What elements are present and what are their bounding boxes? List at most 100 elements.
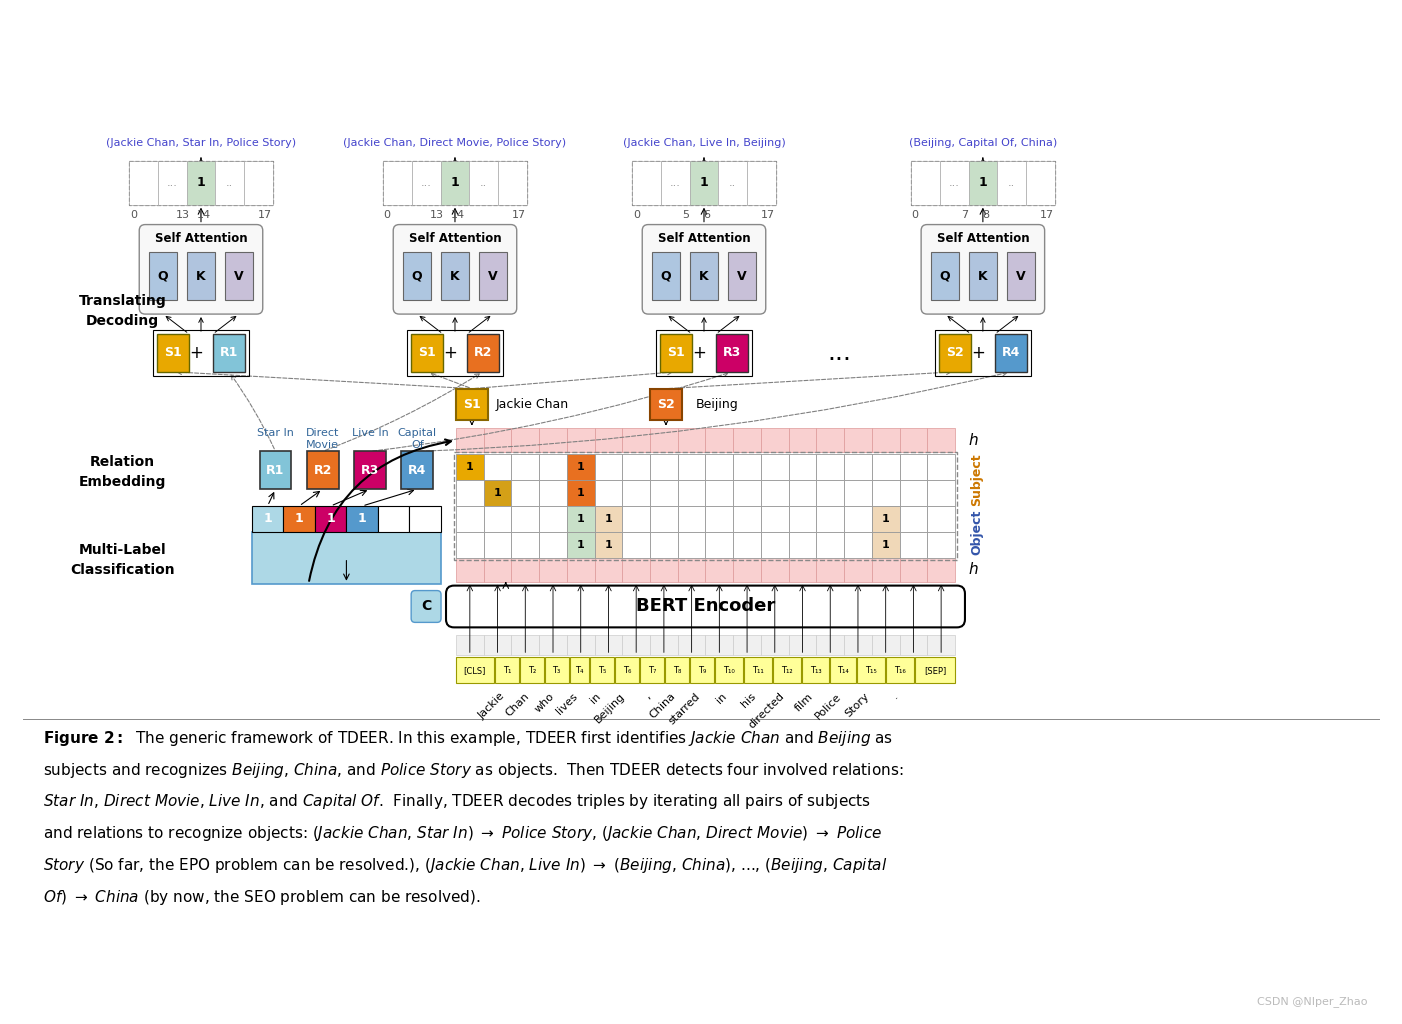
Text: starred: starred <box>667 691 702 726</box>
Bar <box>830 657 857 683</box>
Text: Jackie Chan: Jackie Chan <box>496 398 569 411</box>
Bar <box>283 506 315 531</box>
Text: 1: 1 <box>604 540 613 550</box>
Bar <box>566 480 594 506</box>
Bar <box>761 506 789 531</box>
Text: V: V <box>488 269 498 283</box>
Bar <box>440 161 470 205</box>
Bar <box>622 428 651 453</box>
Text: T₇: T₇ <box>648 666 656 675</box>
Text: V: V <box>234 269 244 283</box>
Bar <box>733 558 761 582</box>
Text: Embedding: Embedding <box>79 475 165 489</box>
Bar <box>454 453 958 560</box>
Bar <box>456 657 494 683</box>
Bar <box>594 480 622 506</box>
Bar <box>495 657 519 683</box>
Text: ,: , <box>642 691 652 700</box>
Text: Q: Q <box>660 269 672 283</box>
Bar <box>886 657 914 683</box>
Bar <box>479 253 506 300</box>
Bar <box>761 558 789 582</box>
Bar <box>383 161 412 205</box>
Bar <box>995 334 1026 372</box>
Bar <box>900 506 927 531</box>
Text: +: + <box>189 344 203 361</box>
Bar <box>512 428 540 453</box>
Bar <box>716 334 747 372</box>
Bar <box>129 161 273 205</box>
Bar <box>660 334 693 372</box>
Bar <box>252 531 442 584</box>
Bar <box>252 506 283 531</box>
Bar <box>569 657 589 683</box>
Text: 14: 14 <box>196 210 210 219</box>
Bar <box>622 455 651 480</box>
Bar <box>407 330 503 376</box>
Bar <box>916 657 955 683</box>
Bar <box>622 635 651 655</box>
Bar <box>900 635 927 655</box>
Bar <box>540 428 566 453</box>
Text: (Jackie Chan, Live In, Beijing): (Jackie Chan, Live In, Beijing) <box>622 138 785 148</box>
Text: Q: Q <box>412 269 422 283</box>
Bar <box>498 161 527 205</box>
Bar <box>872 455 900 480</box>
Bar <box>728 253 756 300</box>
Bar <box>456 558 484 582</box>
Bar <box>844 635 872 655</box>
Bar <box>484 558 512 582</box>
Bar <box>540 455 566 480</box>
Bar <box>622 506 651 531</box>
Bar <box>544 657 569 683</box>
Text: 17: 17 <box>258 210 272 219</box>
Text: 7: 7 <box>960 210 967 219</box>
Bar <box>216 161 244 205</box>
Bar <box>540 506 566 531</box>
Text: Translating: Translating <box>79 294 167 308</box>
Bar <box>566 531 594 558</box>
Bar <box>789 480 816 506</box>
Bar <box>789 428 816 453</box>
Text: (Jackie Chan, Star In, Police Story): (Jackie Chan, Star In, Police Story) <box>107 138 296 148</box>
Text: T₁₀: T₁₀ <box>723 666 735 675</box>
Bar <box>677 455 705 480</box>
Bar <box>900 428 927 453</box>
Text: Live In: Live In <box>352 428 388 438</box>
Bar <box>761 455 789 480</box>
Text: (Beijing, Capital Of, China): (Beijing, Capital Of, China) <box>908 138 1057 148</box>
Text: Decoding: Decoding <box>86 314 158 328</box>
Bar <box>677 506 705 531</box>
Bar <box>690 161 718 205</box>
Bar <box>816 455 844 480</box>
Text: R2: R2 <box>474 346 492 359</box>
Bar <box>315 506 346 531</box>
Text: 1: 1 <box>882 514 889 524</box>
Bar <box>789 531 816 558</box>
Text: $\it{Star\ In}$, $\it{Direct\ Movie}$, $\it{Live\ In}$, and $\it{Capital\ Of}$. : $\it{Star\ In}$, $\it{Direct\ Movie}$, $… <box>42 793 871 811</box>
Bar <box>872 506 900 531</box>
Bar <box>747 161 775 205</box>
Text: (Jackie Chan, Direct Movie, Police Story): (Jackie Chan, Direct Movie, Police Story… <box>343 138 566 148</box>
Bar <box>844 558 872 582</box>
FancyBboxPatch shape <box>921 224 1044 314</box>
Bar <box>651 635 677 655</box>
Text: K: K <box>979 269 987 283</box>
Bar <box>656 330 751 376</box>
Bar <box>900 480 927 506</box>
Text: Object: Object <box>970 509 983 555</box>
Text: Subject: Subject <box>970 454 983 507</box>
Bar <box>872 531 900 558</box>
Bar <box>773 657 801 683</box>
Bar <box>651 558 677 582</box>
Bar <box>927 506 955 531</box>
Text: 1: 1 <box>196 176 205 189</box>
Text: 1: 1 <box>494 488 502 498</box>
FancyBboxPatch shape <box>139 224 262 314</box>
Text: 8: 8 <box>983 210 990 219</box>
Bar <box>935 330 1030 376</box>
Text: S1: S1 <box>667 346 686 359</box>
Bar <box>224 253 252 300</box>
Bar <box>129 161 158 205</box>
Bar <box>931 253 959 300</box>
